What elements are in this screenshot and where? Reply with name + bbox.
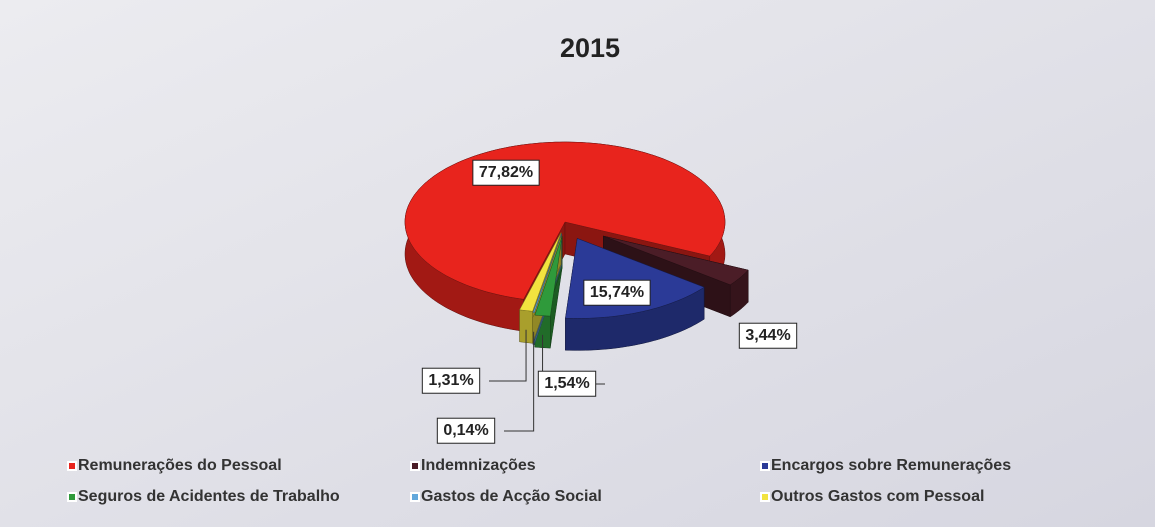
legend-swatch bbox=[760, 461, 770, 471]
legend-label: Remunerações do Pessoal bbox=[78, 457, 282, 474]
data-label: 0,14% bbox=[443, 422, 488, 439]
slice bbox=[603, 235, 749, 286]
label-box bbox=[583, 279, 651, 306]
slice bbox=[532, 233, 562, 313]
legend-swatch bbox=[410, 492, 420, 502]
legend-swatch bbox=[67, 492, 77, 502]
leader-line bbox=[489, 329, 527, 382]
label-box bbox=[738, 322, 798, 349]
legend-label: Gastos de Acção Social bbox=[421, 488, 602, 505]
legend-label: Seguros de Acidentes de Trabalho bbox=[78, 488, 340, 505]
data-label: 15,74% bbox=[590, 284, 644, 301]
legend-label: Outros Gastos com Pessoal bbox=[771, 488, 984, 505]
slice bbox=[534, 236, 563, 317]
label-box bbox=[421, 367, 481, 394]
legend-swatch bbox=[410, 461, 420, 471]
data-label: 1,31% bbox=[428, 372, 473, 389]
legend-label: Encargos sobre Remunerações bbox=[771, 457, 1011, 474]
legend-swatch bbox=[67, 461, 77, 471]
slice bbox=[519, 232, 562, 312]
data-label: 3,44% bbox=[745, 327, 790, 344]
leader-line bbox=[504, 331, 535, 432]
label-box bbox=[436, 417, 496, 444]
label-box bbox=[472, 159, 540, 186]
label-box bbox=[537, 370, 597, 397]
legend-label: Indemnizações bbox=[421, 457, 536, 474]
chart-title: 2015 bbox=[560, 33, 620, 63]
legend-swatch bbox=[760, 492, 770, 502]
data-label: 1,54% bbox=[544, 375, 589, 392]
data-label: 77,82% bbox=[479, 164, 533, 181]
